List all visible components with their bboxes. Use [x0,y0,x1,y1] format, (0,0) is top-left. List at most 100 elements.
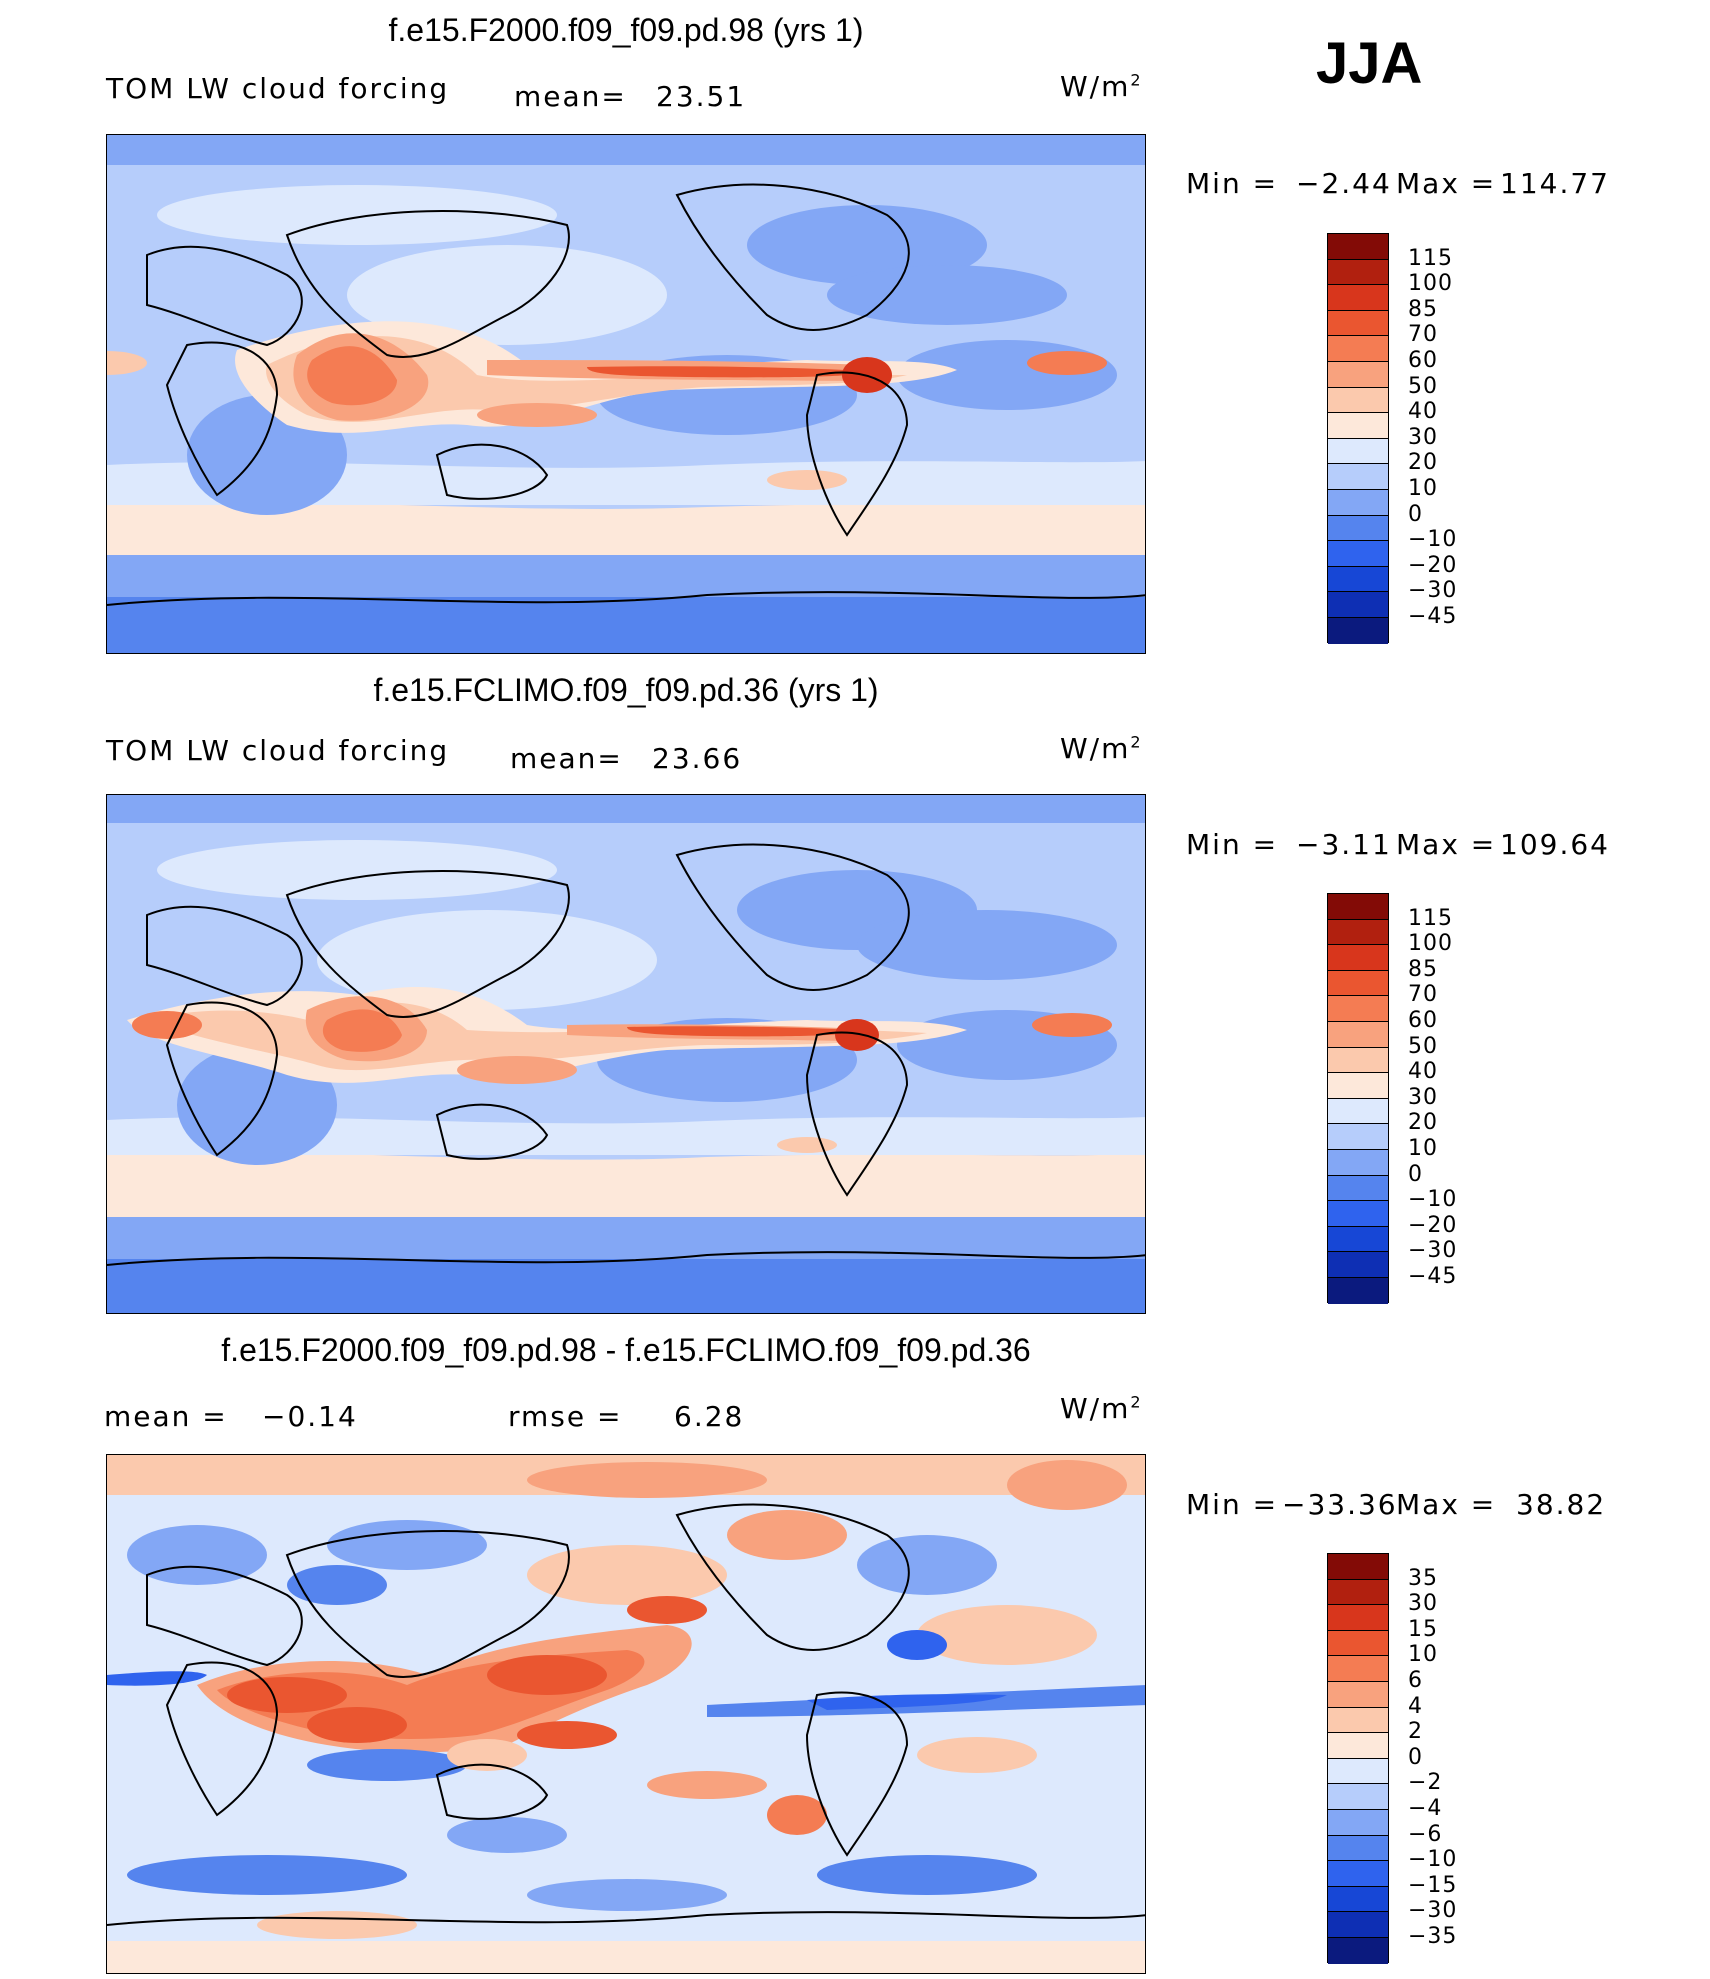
colorbar-swatch [1328,387,1388,414]
colorbar-swatch [1328,285,1388,311]
panel-2-mean-value: 23.66 [652,742,743,775]
colorbar-tick-label: 115 [1408,245,1453,271]
colorbar-tick-label: −20 [1408,1212,1458,1238]
colorbar-swatch [1328,1226,1388,1253]
colorbar-swatch [1328,310,1388,337]
panel-2-max-label: Max = [1396,828,1497,861]
colorbar-tick-label: −30 [1408,578,1458,604]
colorbar-tick-label: −30 [1408,1238,1458,1264]
panel-2-min-value: −3.11 [1296,828,1392,861]
colorbar-tick-label: 6 [1408,1668,1423,1693]
panel-2-max-value: 109.64 [1500,828,1610,861]
colorbar-swatch [1328,438,1388,465]
colorbar-tick-label: 50 [1408,1033,1438,1059]
colorbar-swatch [1328,617,1388,644]
panel-3-min-value: −33.36 [1282,1488,1398,1521]
panel-3-min-label: Min = [1186,1488,1279,1521]
season-label: JJA [1316,31,1423,96]
colorbar-tick-label: 0 [1408,501,1423,527]
panel-1-variable: TOM LW cloud forcing [106,72,450,105]
colorbar-swatch [1328,1098,1388,1125]
colorbar-swatch [1328,489,1388,516]
colorbar-tick-label: −45 [1408,604,1458,629]
panel-2-mean-label: mean= [510,742,623,775]
panel-1-colorbar [1327,233,1389,644]
colorbar-tick-label: 85 [1408,956,1438,982]
panel-1-title: f.e15.F2000.f09_f09.pd.98 (yrs 1) [388,12,864,48]
colorbar-tick-label: −10 [1408,1847,1458,1873]
panel-1-map [106,134,1146,654]
colorbar-swatch [1328,234,1388,260]
colorbar-tick-label: 0 [1408,1161,1423,1187]
colorbar-swatch [1328,413,1388,439]
colorbar-tick-label: 70 [1408,322,1438,348]
colorbar-tick-label: −20 [1408,552,1458,578]
colorbar-swatch [1328,1784,1388,1810]
colorbar-swatch [1328,592,1388,618]
colorbar-tick-label: −10 [1408,1187,1458,1213]
colorbar-tick-label: 60 [1408,1008,1438,1033]
colorbar-swatch [1328,1021,1388,1048]
colorbar-swatch [1328,464,1388,490]
colorbar-swatch [1328,1681,1388,1708]
colorbar-swatch [1328,1861,1388,1887]
panel-1-contour-field [107,135,1145,653]
colorbar-tick-label: 30 [1408,1084,1438,1110]
colorbar-tick-label: −30 [1408,1898,1458,1924]
panel-1-units: W/m2 [1060,70,1143,103]
colorbar-swatch [1328,919,1388,946]
colorbar-tick-label: 30 [1408,424,1438,450]
colorbar-swatch [1328,1047,1388,1074]
colorbar-tick-label: 85 [1408,296,1438,322]
colorbar-swatch [1328,1886,1388,1913]
colorbar-swatch [1328,1937,1388,1964]
panel-2-map [106,794,1146,1314]
colorbar-tick-label: 35 [1408,1565,1438,1591]
colorbar-tick-label: −15 [1408,1872,1458,1898]
colorbar-swatch [1328,1579,1388,1606]
colorbar-swatch [1328,996,1388,1022]
colorbar-swatch [1328,970,1388,997]
panel-1-min-value: −2.44 [1296,167,1392,200]
colorbar-tick-label: 100 [1408,271,1453,297]
colorbar-tick-label: 10 [1408,1642,1438,1668]
colorbar-tick-label: 60 [1408,348,1438,373]
colorbar-tick-label: −35 [1408,1924,1458,1949]
colorbar-swatch [1328,515,1388,542]
panel-2-units: W/m2 [1060,732,1143,765]
colorbar-swatch [1328,1605,1388,1631]
panel-3-rmse-label: rmse = [508,1400,623,1433]
colorbar-tick-label: 2 [1408,1719,1423,1745]
panel-3-contour-field [107,1455,1145,1973]
panel-3-title: f.e15.F2000.f09_f09.pd.98 - f.e15.FCLIMO… [221,1332,1031,1368]
colorbar-swatch [1328,1073,1388,1099]
panel-1-min-label: Min = [1186,167,1279,200]
colorbar-tick-label: −10 [1408,527,1458,553]
panel-3-rmse-value: 6.28 [674,1400,745,1433]
colorbar-swatch [1328,1175,1388,1202]
colorbar-swatch [1328,1252,1388,1278]
panel-2-contour-field [107,795,1145,1313]
colorbar-swatch [1328,1912,1388,1938]
colorbar-tick-label: 0 [1408,1744,1423,1770]
panel-3-colorbar [1327,1553,1389,1964]
colorbar-swatch [1328,1809,1388,1836]
panel-3-max-label: Max = [1396,1488,1497,1521]
colorbar-swatch [1328,1124,1388,1150]
panel-2-title: f.e15.FCLIMO.f09_f09.pd.36 (yrs 1) [373,672,879,708]
panel-3-map [106,1454,1146,1974]
colorbar-tick-label: 100 [1408,931,1453,957]
colorbar-tick-label: −6 [1408,1821,1443,1847]
colorbar-tick-label: 15 [1408,1616,1438,1642]
colorbar-swatch [1328,566,1388,593]
colorbar-swatch [1328,1554,1388,1580]
colorbar-tick-label: 70 [1408,982,1438,1008]
colorbar-swatch [1328,945,1388,971]
colorbar-swatch [1328,1707,1388,1734]
colorbar-tick-label: 40 [1408,399,1438,425]
colorbar-tick-label: −45 [1408,1264,1458,1289]
colorbar-swatch [1328,1656,1388,1682]
panel-2-variable: TOM LW cloud forcing [106,734,450,767]
colorbar-tick-label: 4 [1408,1693,1423,1719]
colorbar-tick-label: 115 [1408,905,1453,931]
